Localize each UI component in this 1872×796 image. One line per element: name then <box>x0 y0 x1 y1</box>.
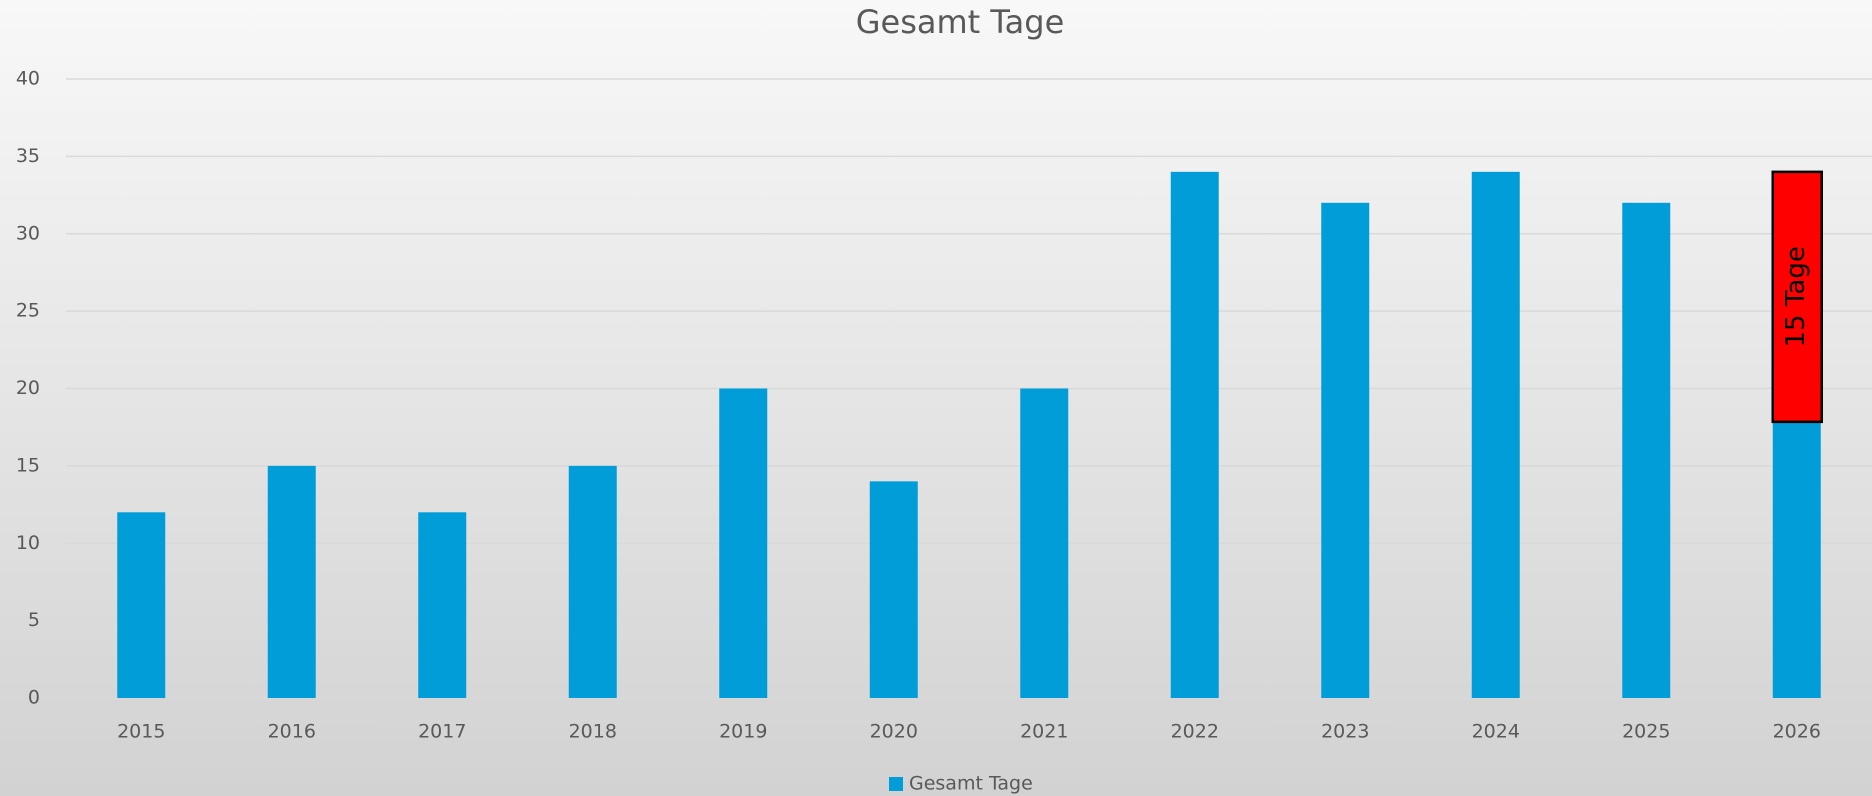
bar <box>1170 171 1219 699</box>
annotation: 15 Tage <box>1781 246 1811 347</box>
legend-swatch <box>889 777 903 791</box>
bar <box>1020 388 1069 698</box>
bar <box>117 512 166 698</box>
bar <box>719 388 768 698</box>
bar <box>1471 171 1520 699</box>
legend-label: Gesamt Tage <box>909 773 1033 795</box>
y-tick-label: 15 <box>16 454 40 476</box>
x-tick-label: 2015 <box>117 721 165 743</box>
y-tick-label: 10 <box>16 532 40 554</box>
x-tick-label: 2016 <box>268 721 316 743</box>
x-tick-label: 2024 <box>1472 721 1520 743</box>
x-tick-label: 2026 <box>1773 721 1821 743</box>
bar <box>869 481 918 698</box>
x-tick-label: 2022 <box>1171 721 1219 743</box>
x-tick-label: 2019 <box>719 721 767 743</box>
y-tick-label: 40 <box>16 68 40 90</box>
x-tick-label: 2020 <box>870 721 918 743</box>
x-tick-label: 2021 <box>1020 721 1068 743</box>
x-tick-label: 2018 <box>569 721 617 743</box>
x-tick-label: 2025 <box>1622 721 1670 743</box>
bar <box>568 465 617 698</box>
y-tick-label: 35 <box>16 145 40 167</box>
annotation-box <box>1771 170 1823 424</box>
y-tick-label: 20 <box>16 377 40 399</box>
y-tick-label: 5 <box>28 609 40 631</box>
y-tick-label: 30 <box>16 222 40 244</box>
x-tick-label: 2017 <box>418 721 466 743</box>
bar <box>1321 202 1370 699</box>
y-tick-label: 25 <box>16 300 40 322</box>
bar <box>267 465 316 698</box>
bar <box>418 512 467 698</box>
bar <box>1622 202 1671 699</box>
y-tick-label: 0 <box>28 687 40 709</box>
chart-title: Gesamt Tage <box>856 3 1065 41</box>
x-tick-label: 2023 <box>1321 721 1369 743</box>
